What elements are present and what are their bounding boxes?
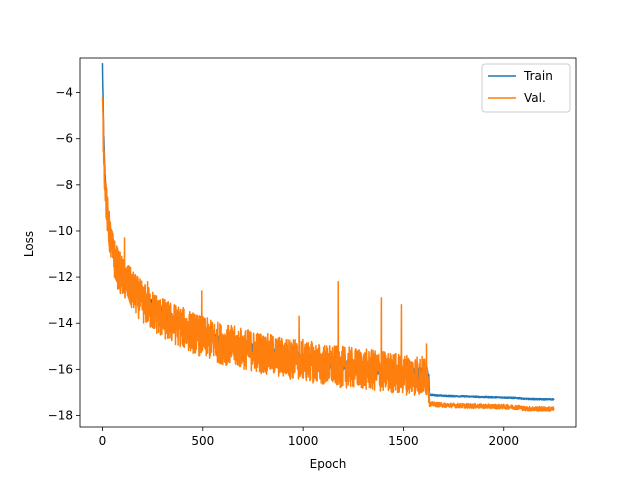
y-tick-label: −12 [48,270,73,284]
y-tick-label: −10 [48,224,73,238]
y-tick-label: −8 [55,178,73,192]
y-tick-label: −4 [55,86,73,100]
x-tick-label: 500 [191,434,214,448]
legend-label: Train [523,69,553,83]
y-tick-label: −18 [48,408,73,422]
plot-frame [79,57,577,428]
x-tick-label: 2000 [488,434,519,448]
x-tick-label: 0 [99,434,107,448]
x-axis-label: Epoch [310,457,347,471]
y-tick-label: −14 [48,316,73,330]
legend: Train Val. [481,63,571,113]
y-tick-label: −16 [48,362,73,376]
y-axis-label: Loss [22,231,36,257]
series-line-val [101,97,555,412]
y-tick-label: −6 [55,132,73,146]
x-tick-label: 1500 [388,434,419,448]
x-tick-label: 1000 [288,434,319,448]
legend-label: Val. [524,91,546,105]
